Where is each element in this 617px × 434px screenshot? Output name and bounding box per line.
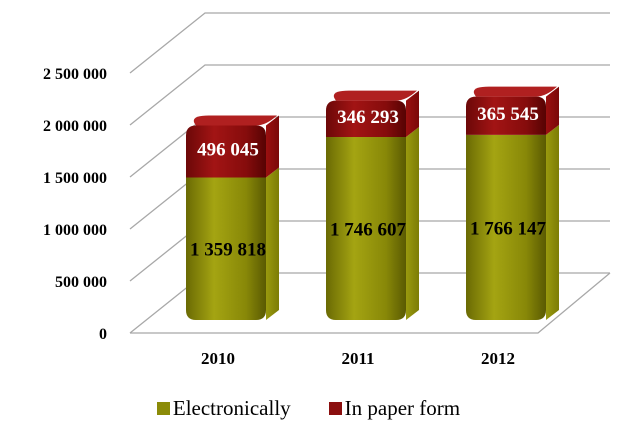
x-tick-label: 2011	[341, 349, 374, 368]
bar-in-paper-form	[466, 96, 546, 135]
bar-side-electronically	[266, 167, 279, 320]
bar-side-electronically	[406, 126, 419, 320]
data-label-electronically: 1 746 607	[330, 219, 407, 240]
bar-side-in-paper-form	[266, 115, 279, 178]
legend-item-in-paper-form: In paper form	[328, 396, 461, 421]
legend-label-electronically: Electronically	[172, 396, 291, 420]
bar-electronically	[466, 134, 546, 320]
bar-side-in-paper-form	[406, 90, 419, 137]
floor-edge	[130, 272, 611, 334]
bars	[186, 86, 559, 320]
x-tick-label: 2012	[481, 349, 515, 368]
data-label-in-paper-form: 496 045	[197, 139, 259, 160]
y-tick-label: 0	[99, 326, 107, 343]
bar-in-paper-form	[326, 100, 406, 137]
y-tick-label: 500 000	[55, 274, 107, 291]
bar-in-paper-form	[186, 125, 266, 178]
bar-side-in-paper-form	[546, 86, 559, 135]
data-label-in-paper-form: 365 545	[477, 104, 539, 125]
data-label-electronically: 1 359 818	[190, 240, 266, 261]
data-label-in-paper-form: 346 293	[337, 107, 399, 128]
legend-swatch-electronically	[156, 402, 170, 415]
legend-item-electronically: Electronically	[156, 396, 291, 421]
bar-electronically	[186, 177, 266, 320]
y-tick-label: 2 000 000	[43, 118, 107, 135]
data-label-electronically: 1 766 147	[470, 218, 547, 239]
y-tick-label: 2 500 000	[43, 66, 107, 83]
gridline	[129, 12, 610, 74]
bar-top-cap	[193, 115, 277, 126]
bar-top-cap	[473, 86, 557, 97]
bar-side-electronically	[546, 124, 559, 320]
legend-swatch-in-paper-form	[328, 402, 342, 415]
data-labels: 1 359 818 496 045 1 746 607 346 293 1 766 14…	[190, 104, 547, 261]
stacked-bar-chart: 0 500 000 1 000 000 1 500 000 2 000 000 2 500…	[43, 12, 611, 368]
gridline	[129, 64, 610, 126]
y-axis-ticks: 0 500 000 1 000 000 1 500 000 2 000 000 2 500…	[43, 66, 107, 343]
y-tick-label: 1 500 000	[43, 170, 107, 187]
x-tick-label: 2010	[201, 349, 235, 368]
bar-electronically	[326, 136, 406, 320]
y-tick-label: 1 000 000	[43, 222, 107, 239]
bar-top-cap	[333, 90, 417, 101]
legend: Electronically In paper form	[0, 396, 617, 421]
x-axis-categories: 2010 2011 2012	[201, 349, 515, 368]
legend-label-in-paper-form: In paper form	[344, 396, 461, 420]
